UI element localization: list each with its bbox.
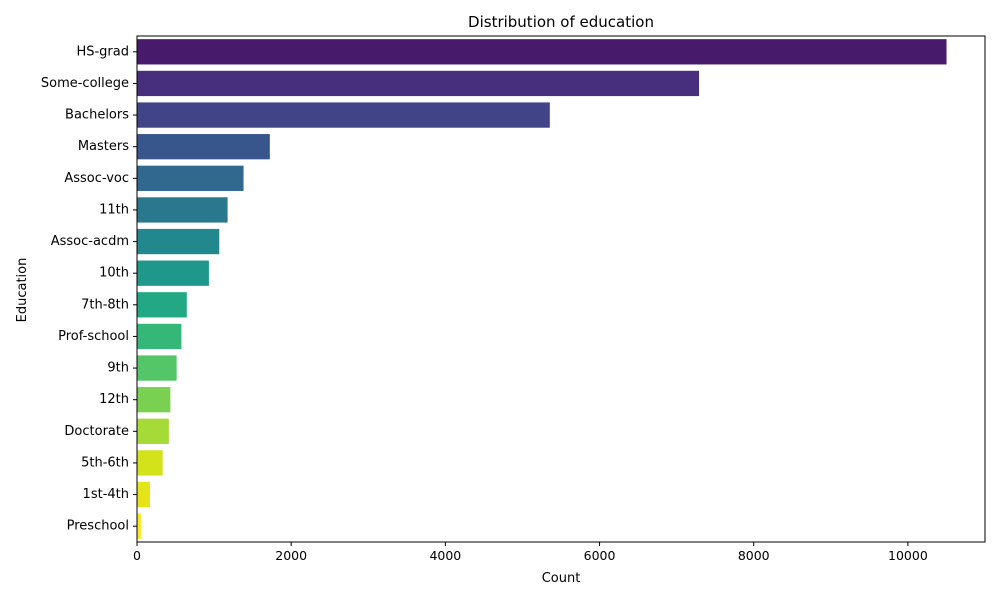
- bar-7th-8th: [137, 292, 187, 318]
- bar-some-college: [137, 70, 700, 97]
- x-axis-ticks: 0 2000 4000 6000 8000 10000: [133, 542, 928, 563]
- bars-group: [137, 39, 947, 539]
- bar-prof-school: [137, 323, 182, 350]
- y-tick-label-hs-grad: HS-grad: [76, 44, 129, 59]
- bar-hs-grad: [137, 39, 947, 65]
- bar-bachelors: [137, 102, 550, 128]
- y-tick-label-9th: 9th: [107, 361, 129, 376]
- y-tick-label-bachelors: Bachelors: [65, 108, 129, 123]
- y-tick-label-10th: 10th: [99, 266, 129, 281]
- bar-assoc-voc: [137, 165, 244, 191]
- bar-preschool: [137, 513, 141, 539]
- bar-doctorate: [137, 418, 169, 444]
- chart-title: Distribution of education: [468, 13, 654, 31]
- y-tick-label-doctorate: Doctorate: [64, 424, 129, 439]
- bar-5th-6th: [137, 450, 163, 476]
- plot-frame: [136, 35, 986, 543]
- x-tick-label-4000: 4000: [429, 548, 461, 563]
- y-tick-label-prof-school: Prof-school: [58, 329, 129, 344]
- y-tick-label-12th: 12th: [99, 392, 129, 407]
- y-tick-label-5th-6th: 5th-6th: [81, 455, 129, 470]
- y-tick-label-11th: 11th: [99, 202, 129, 217]
- bar-9th: [137, 355, 177, 381]
- x-tick-label-6000: 6000: [584, 548, 616, 563]
- y-tick-label-some-college: Some-college: [41, 76, 129, 91]
- y-tick-label-1st-4th: 1st-4th: [83, 487, 129, 502]
- y-axis-ticks: HS-grad Some-college Bachelors Masters Assoc…: [41, 44, 137, 534]
- y-tick-label-7th-8th: 7th-8th: [81, 297, 129, 312]
- bar-12th: [137, 387, 171, 413]
- x-tick-label-0: 0: [133, 548, 141, 563]
- bar-masters: [137, 134, 270, 160]
- y-tick-label-assoc-voc: Assoc-voc: [64, 171, 129, 186]
- x-tick-label-2000: 2000: [275, 548, 307, 563]
- bar-11th: [137, 197, 228, 223]
- y-tick-label-masters: Masters: [78, 139, 129, 154]
- x-tick-label-10000: 10000: [888, 548, 928, 563]
- x-tick-label-8000: 8000: [738, 548, 770, 563]
- bar-assoc-acdm: [137, 228, 220, 255]
- bar-10th: [137, 260, 209, 286]
- y-tick-label-assoc-acdm: Assoc-acdm: [51, 234, 129, 249]
- bar-1st-4th: [137, 481, 150, 508]
- y-tick-label-preschool: Preschool: [67, 519, 129, 534]
- y-axis-label: Education: [15, 258, 30, 323]
- x-axis-label: Count: [542, 571, 581, 586]
